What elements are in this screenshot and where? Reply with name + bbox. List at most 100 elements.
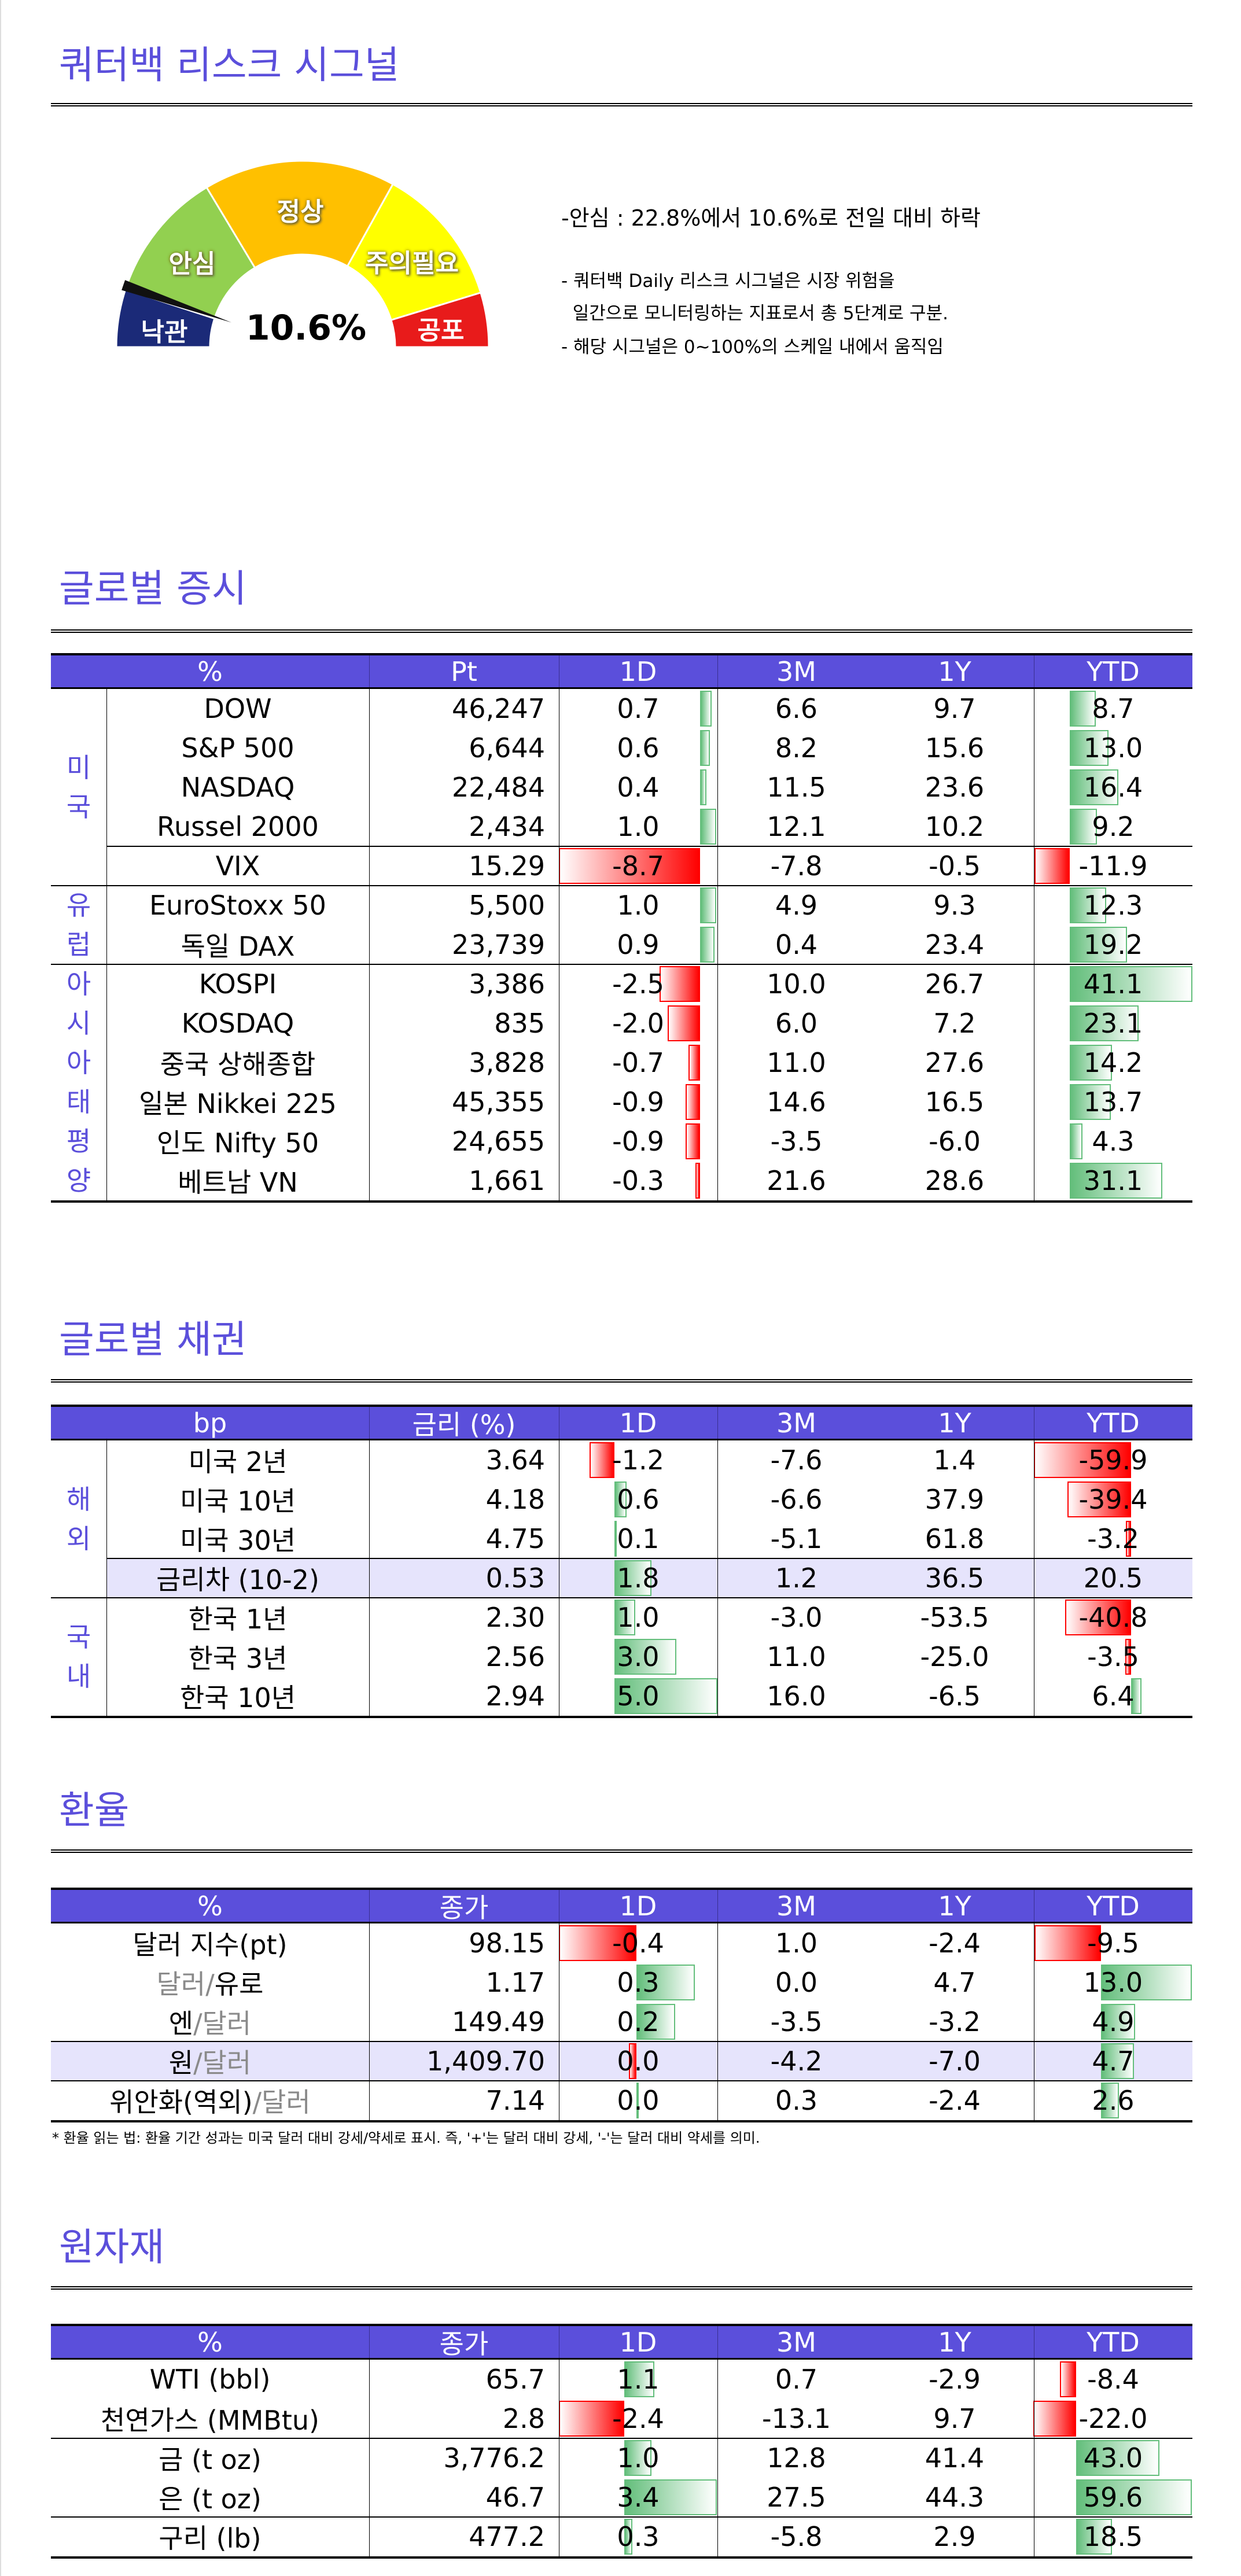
row-name: 독일 DAX <box>181 931 295 962</box>
data-bar-ytd <box>1070 1005 1139 1041</box>
data-bar-d1 <box>695 1163 700 1199</box>
row-m3: 1.0 <box>775 1928 818 1959</box>
row-name: 베트남 VN <box>178 1167 298 1198</box>
row-d1: 0.7 <box>617 693 660 724</box>
row-separator <box>106 846 1192 847</box>
row-value: 3.64 <box>485 1444 545 1476</box>
data-bar-d1 <box>700 769 707 805</box>
data-bar-ytd <box>1033 2401 1076 2437</box>
data-bar-d1 <box>700 809 716 845</box>
row-name: 은 (t oz) <box>159 2483 262 2515</box>
data-bar-ytd <box>1070 887 1107 923</box>
equity-divider <box>51 629 1192 633</box>
header-cell-m3: 3M <box>776 1890 816 1922</box>
row-d1: 5.0 <box>617 1681 660 1712</box>
row-name: 한국 10년 <box>179 1682 296 1713</box>
row-d1: -1.2 <box>612 1444 664 1476</box>
table-row: Russel 2000 2,434 1.0 12.1 10.2 9.2 <box>51 807 1192 846</box>
table-row: 금 (t oz) 3,776.2 1.0 12.8 41.4 43.0 <box>51 2438 1192 2478</box>
row-m3: -3.0 <box>770 1602 823 1633</box>
group-separator <box>51 964 1192 965</box>
row-name: NASDAQ <box>181 772 295 803</box>
group-label-char: 태 <box>66 1086 91 1118</box>
row-separator <box>51 2080 1192 2081</box>
row-name: 엔/달러 <box>51 2002 369 2041</box>
row-m3: 0.3 <box>775 2085 818 2116</box>
row-m3: 0.7 <box>775 2364 818 2395</box>
row-name-part: 유로 <box>214 1969 264 2000</box>
row-ytd: -22.0 <box>1078 2403 1148 2434</box>
row-m3: -5.8 <box>770 2521 823 2552</box>
row-m3: 1.2 <box>775 1562 818 1594</box>
row-value: 46.7 <box>485 2482 545 2513</box>
row-d1: 0.4 <box>617 772 660 803</box>
row-name-part: /달러 <box>193 2047 252 2079</box>
row-m3: -7.6 <box>770 1444 823 1476</box>
header-cell-d1: 1D <box>619 2326 657 2358</box>
table-row: 한국 3년 2.56 3.0 11.0 -25.0 -3.5 <box>51 1637 1192 1676</box>
row-value: 65.7 <box>485 2364 545 2395</box>
table-bottom-border <box>51 2120 1192 2122</box>
row-y1: 9.3 <box>933 890 976 921</box>
row-name: VIX <box>215 850 260 882</box>
group-label-char: 양 <box>66 1165 91 1196</box>
bond-section-title: 글로벌 채권 <box>59 1317 247 1362</box>
group-label-char: 시 <box>66 1008 91 1039</box>
header-cell-y1: 1Y <box>938 1407 971 1439</box>
row-value: 3,828 <box>469 1047 545 1078</box>
data-bar-ytd <box>1034 848 1070 884</box>
column-divider <box>717 1440 718 1716</box>
row-ytd: -3.5 <box>1087 1641 1139 1672</box>
row-m3: 14.6 <box>767 1086 826 1118</box>
row-value: 15.29 <box>469 850 545 882</box>
row-ytd: -9.5 <box>1087 1928 1139 1959</box>
header-cell-y1: 1Y <box>938 2326 971 2358</box>
column-divider <box>369 1923 370 2120</box>
row-y1: -7.0 <box>929 2046 981 2077</box>
row-value: 3,776.2 <box>443 2442 545 2474</box>
table-row: KOSPI 3,386 -2.5 10.0 26.7 41.1 <box>51 964 1192 1004</box>
data-bar-ytd <box>1070 1045 1113 1081</box>
table-row: 은 (t oz) 46.7 3.4 27.5 44.3 59.6 <box>51 2478 1192 2517</box>
data-bar-ytd <box>1070 966 1192 1002</box>
row-d1: 1.0 <box>617 811 660 842</box>
row-ytd: 31.1 <box>1083 1165 1143 1196</box>
table-row: 달러/유로 1.17 0.3 0.0 4.7 13.0 <box>51 1963 1192 2002</box>
row-m3: 4.9 <box>775 890 818 921</box>
header-cell-name: % <box>197 655 223 687</box>
data-bar-ytd <box>1125 1639 1131 1675</box>
row-m3: -3.5 <box>770 2006 823 2037</box>
data-bar-ytd <box>1076 2519 1112 2555</box>
row-m3: 12.1 <box>767 811 826 842</box>
row-y1: 44.3 <box>925 2482 985 2513</box>
gauge-label-optimism: 낙관 <box>141 318 188 347</box>
row-d1: 0.6 <box>617 732 660 764</box>
row-ytd: 12.3 <box>1083 890 1143 921</box>
row-name-part: 달러 지수(pt) <box>132 1929 288 1960</box>
column-divider <box>717 1923 718 2120</box>
row-y1: 7.2 <box>933 1008 976 1039</box>
row-ytd: 2.6 <box>1092 2085 1135 2116</box>
data-bar-d1 <box>700 691 712 727</box>
row-name-part: 엔 <box>168 2008 194 2039</box>
row-d1: 0.3 <box>617 2521 660 2552</box>
row-ytd: 8.7 <box>1092 693 1135 724</box>
bond-divider <box>51 1379 1192 1383</box>
gauge-label-caution: 주의필요 <box>365 249 459 278</box>
row-ytd: 43.0 <box>1083 2442 1143 2474</box>
data-bar-ytd <box>1070 809 1098 845</box>
row-value: 477.2 <box>469 2521 545 2552</box>
row-d1: -0.3 <box>612 1165 664 1196</box>
group-label-char: 아 <box>66 1047 91 1078</box>
row-name: 달러/유로 <box>51 1963 369 2002</box>
data-bar-ytd <box>1126 1521 1131 1557</box>
data-bar-d1 <box>614 1482 627 1517</box>
row-separator <box>51 2516 1192 2518</box>
group-label-char: 국 <box>66 1621 91 1653</box>
row-name: 구리 (lb) <box>159 2523 262 2554</box>
data-bar-ytd <box>1076 2479 1192 2515</box>
header-separator <box>369 1407 370 1439</box>
header-cell-value: Pt <box>451 655 477 687</box>
data-bar-d1 <box>624 2361 654 2397</box>
